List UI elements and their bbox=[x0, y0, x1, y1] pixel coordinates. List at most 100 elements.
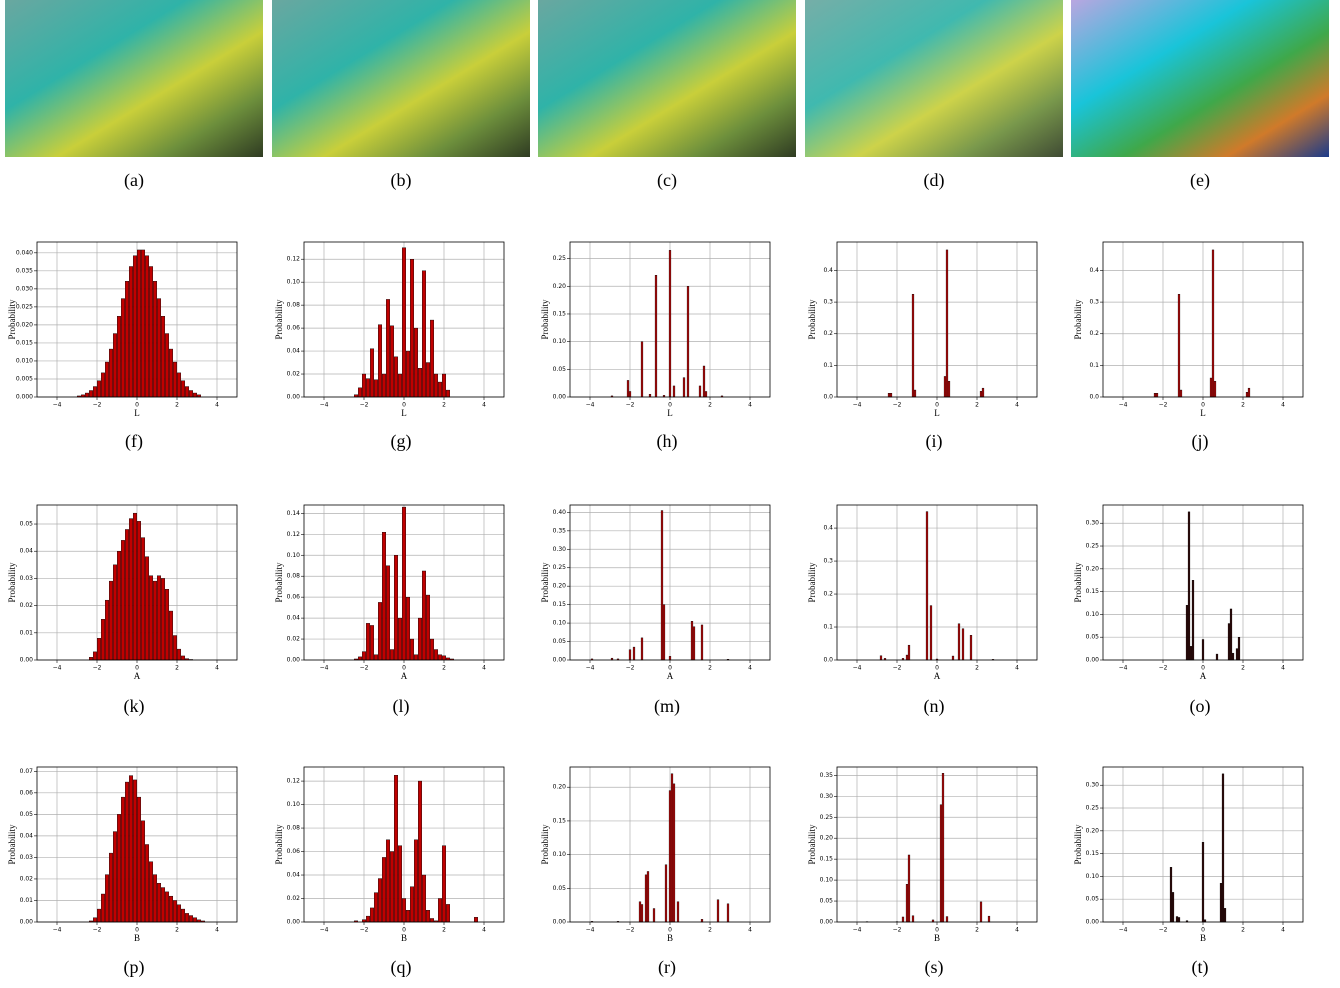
bar bbox=[1176, 917, 1178, 922]
bar bbox=[141, 538, 145, 660]
y-tick-label: 0.05 bbox=[553, 638, 567, 645]
bar bbox=[85, 393, 89, 397]
x-tick-label: 4 bbox=[1281, 665, 1285, 672]
bar bbox=[145, 557, 149, 660]
bar bbox=[946, 250, 948, 397]
x-axis-label: A bbox=[401, 671, 408, 681]
bar bbox=[1190, 646, 1192, 660]
caption: (l) bbox=[393, 696, 410, 717]
bar bbox=[1212, 250, 1214, 397]
bar bbox=[113, 565, 117, 660]
y-axis-label: Probability bbox=[7, 562, 17, 602]
y-tick-label: 0.05 bbox=[1086, 896, 1100, 903]
x-tick-label: −4 bbox=[53, 402, 62, 409]
bar bbox=[426, 910, 430, 922]
bar bbox=[669, 791, 671, 922]
x-axis-label: A bbox=[134, 671, 141, 681]
y-tick-label: 0.01 bbox=[20, 629, 34, 636]
bar bbox=[442, 656, 446, 660]
x-tick-label: −2 bbox=[1159, 402, 1168, 409]
x-tick-label: 2 bbox=[175, 927, 179, 934]
y-tick-label: 0.07 bbox=[20, 768, 34, 775]
y-tick-label: 0.025 bbox=[16, 303, 33, 310]
bar bbox=[426, 363, 430, 397]
y-tick-label: 0.05 bbox=[553, 885, 567, 892]
bar bbox=[121, 797, 125, 922]
bar bbox=[374, 655, 378, 660]
x-tick-label: 4 bbox=[1015, 402, 1019, 409]
y-tick-label: 0.15 bbox=[820, 856, 834, 863]
bar bbox=[948, 381, 950, 397]
bar bbox=[386, 566, 390, 660]
y-tick-label: 0.00 bbox=[1086, 657, 1100, 664]
bar bbox=[942, 773, 944, 922]
y-axis-label: Probability bbox=[274, 824, 284, 864]
bar bbox=[717, 900, 719, 922]
bar bbox=[105, 600, 109, 660]
y-tick-label: 0.00 bbox=[820, 919, 834, 926]
bar bbox=[1154, 393, 1156, 397]
bar bbox=[386, 840, 390, 922]
photo bbox=[538, 0, 796, 157]
histogram: −4−20240.000.050.100.150.200.250.300.350… bbox=[540, 505, 770, 717]
caption: (k) bbox=[124, 696, 145, 717]
bar bbox=[398, 618, 402, 660]
bar bbox=[962, 629, 964, 660]
y-axis-label: Probability bbox=[807, 299, 817, 339]
bar bbox=[378, 879, 382, 922]
bar bbox=[370, 908, 374, 922]
caption: (o) bbox=[1190, 696, 1211, 717]
y-axis-label: Probability bbox=[274, 562, 284, 602]
bar bbox=[145, 845, 149, 923]
bar bbox=[669, 656, 671, 660]
x-tick-label: −2 bbox=[93, 927, 102, 934]
y-tick-label: 0.0 bbox=[1089, 394, 1099, 401]
bar bbox=[902, 917, 904, 922]
bar bbox=[193, 393, 197, 397]
bar bbox=[97, 909, 101, 922]
caption: (s) bbox=[925, 957, 944, 978]
bar bbox=[418, 781, 422, 922]
x-tick-label: 2 bbox=[1241, 665, 1245, 672]
bar bbox=[177, 649, 181, 660]
x-tick-label: 4 bbox=[1281, 927, 1285, 934]
bar bbox=[655, 275, 657, 397]
bar bbox=[390, 650, 394, 660]
y-tick-label: 0.06 bbox=[287, 594, 301, 601]
bar bbox=[474, 917, 478, 922]
bar bbox=[382, 374, 386, 397]
y-tick-label: 0.30 bbox=[820, 793, 834, 800]
caption: (d) bbox=[924, 170, 945, 191]
bar bbox=[165, 589, 169, 660]
caption: (n) bbox=[924, 696, 945, 717]
y-tick-label: 0.05 bbox=[20, 521, 34, 528]
x-axis-label: B bbox=[401, 933, 407, 943]
bar bbox=[727, 904, 729, 922]
bar bbox=[185, 387, 189, 397]
x-axis-label: B bbox=[1200, 933, 1206, 943]
bar bbox=[677, 902, 679, 922]
y-tick-label: 0.1 bbox=[823, 624, 833, 631]
bar bbox=[398, 374, 402, 397]
x-tick-label: 4 bbox=[215, 402, 219, 409]
bar bbox=[880, 656, 882, 660]
bar bbox=[647, 871, 649, 922]
bar bbox=[970, 635, 972, 660]
bar bbox=[426, 595, 430, 660]
y-tick-label: 0.3 bbox=[1089, 299, 1099, 306]
bar bbox=[1202, 842, 1204, 922]
y-tick-label: 0.04 bbox=[287, 872, 301, 879]
y-tick-label: 0.2 bbox=[823, 330, 833, 337]
bar bbox=[434, 650, 438, 660]
bar bbox=[374, 380, 378, 397]
bar bbox=[1210, 378, 1212, 397]
y-tick-label: 0.0 bbox=[823, 394, 833, 401]
y-tick-label: 0.10 bbox=[287, 801, 301, 808]
bar bbox=[406, 597, 410, 660]
bar bbox=[121, 540, 125, 660]
bar bbox=[629, 391, 631, 397]
photo-row bbox=[5, 0, 1329, 157]
bar bbox=[181, 909, 185, 922]
bar bbox=[422, 875, 426, 922]
x-tick-label: 4 bbox=[482, 927, 486, 934]
